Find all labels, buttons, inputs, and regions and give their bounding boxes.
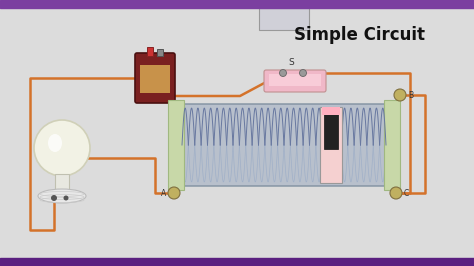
- Circle shape: [300, 69, 307, 77]
- Text: Simple Circuit: Simple Circuit: [294, 26, 426, 44]
- Ellipse shape: [38, 189, 86, 203]
- Bar: [157, 49, 163, 56]
- Circle shape: [394, 89, 406, 101]
- Bar: [55, 174, 69, 190]
- Bar: [320, 107, 342, 183]
- Text: B: B: [408, 90, 413, 99]
- Bar: [322, 107, 340, 115]
- Text: S: S: [288, 58, 294, 67]
- Bar: [168, 100, 184, 190]
- Circle shape: [64, 196, 69, 201]
- Text: C: C: [404, 189, 409, 197]
- Bar: [324, 113, 338, 149]
- Bar: [384, 100, 400, 190]
- Bar: [259, 8, 309, 30]
- Bar: [147, 47, 153, 56]
- FancyBboxPatch shape: [135, 53, 175, 103]
- Circle shape: [280, 69, 286, 77]
- Circle shape: [51, 195, 57, 201]
- Circle shape: [34, 120, 90, 176]
- Bar: [140, 65, 170, 93]
- FancyBboxPatch shape: [264, 70, 326, 92]
- FancyBboxPatch shape: [177, 104, 391, 186]
- Text: A: A: [161, 189, 166, 197]
- Bar: [269, 74, 321, 86]
- Circle shape: [390, 187, 402, 199]
- Bar: [0, 0, 474, 8]
- Circle shape: [168, 187, 180, 199]
- Bar: [0, 258, 474, 266]
- Ellipse shape: [48, 134, 62, 152]
